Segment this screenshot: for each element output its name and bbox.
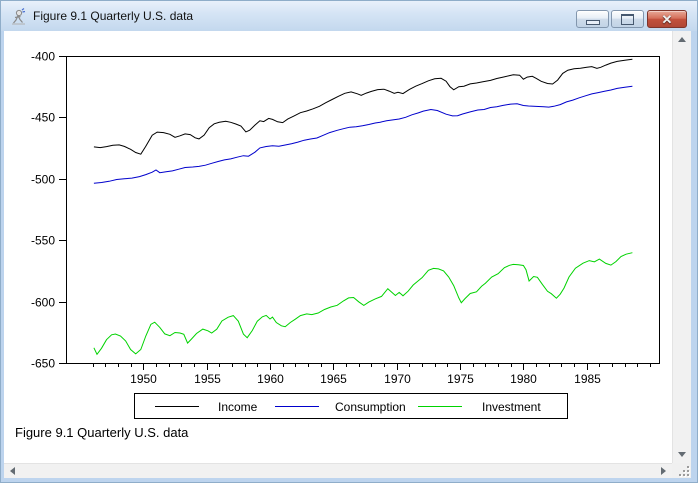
y-tick-label: -650 bbox=[31, 357, 55, 371]
chart-caption: Figure 9.1 Quarterly U.S. data bbox=[15, 425, 189, 440]
scroll-right-button[interactable] bbox=[655, 464, 672, 478]
y-tick-label: -550 bbox=[31, 234, 55, 248]
legend-line-sample-income bbox=[155, 406, 199, 407]
triangle-left-icon bbox=[10, 467, 15, 475]
line-chart: -400 -450 -500 -550 -600 -650 1950 1955 1960 1965… bbox=[31, 50, 660, 386]
plot-border bbox=[66, 56, 660, 364]
x-tick-label: 1950 bbox=[130, 372, 157, 386]
x-tick-label: 1955 bbox=[194, 372, 221, 386]
minimize-icon bbox=[585, 19, 600, 25]
y-tick-label: -450 bbox=[31, 111, 55, 125]
titlebar[interactable]: Figure 9.1 Quarterly U.S. data ✕ bbox=[1, 1, 697, 31]
y-tick-label: -400 bbox=[31, 50, 55, 64]
vertical-scrollbar[interactable] bbox=[672, 31, 691, 463]
minimize-button[interactable] bbox=[576, 10, 609, 28]
y-tick-label: -600 bbox=[31, 296, 55, 310]
window-title: Figure 9.1 Quarterly U.S. data bbox=[33, 9, 194, 23]
x-tick-label: 1970 bbox=[384, 372, 411, 386]
close-icon: ✕ bbox=[661, 11, 673, 27]
legend-line-sample-consumption bbox=[275, 406, 319, 407]
legend-label-consumption: Consumption bbox=[335, 400, 406, 414]
chart-line-income bbox=[93, 58, 633, 155]
horizontal-scrollbar[interactable] bbox=[4, 463, 672, 478]
sketch-doodle-icon[interactable] bbox=[9, 7, 28, 26]
scrollbar-corner bbox=[672, 463, 691, 478]
x-tick-label: 1965 bbox=[320, 372, 347, 386]
resize-grip-icon[interactable] bbox=[678, 465, 689, 476]
x-tick-label: 1985 bbox=[574, 372, 601, 386]
x-tick-label: 1975 bbox=[447, 372, 474, 386]
x-tick-label: 1960 bbox=[257, 372, 284, 386]
chart-legend: Income Consumption Investment bbox=[134, 393, 568, 419]
y-tick-label: -500 bbox=[31, 173, 55, 187]
legend-label-income: Income bbox=[218, 400, 258, 414]
legend-line-sample-investment bbox=[418, 406, 462, 407]
legend-label-investment: Investment bbox=[482, 400, 541, 414]
chart-line-investment bbox=[93, 252, 633, 356]
maximize-button[interactable] bbox=[611, 10, 644, 28]
triangle-down-icon bbox=[678, 452, 686, 457]
triangle-up-icon bbox=[678, 37, 686, 42]
close-button[interactable]: ✕ bbox=[647, 10, 687, 28]
chart-canvas: -400 -450 -500 -550 -600 -650 1950 1955 1960 1965… bbox=[4, 31, 672, 463]
scroll-left-button[interactable] bbox=[4, 464, 21, 478]
scroll-up-button[interactable] bbox=[673, 31, 691, 48]
scroll-down-button[interactable] bbox=[673, 446, 691, 463]
x-tick-label: 1980 bbox=[510, 372, 537, 386]
triangle-right-icon bbox=[661, 467, 666, 475]
chart-line-consumption bbox=[93, 85, 633, 184]
maximize-icon bbox=[621, 13, 634, 25]
